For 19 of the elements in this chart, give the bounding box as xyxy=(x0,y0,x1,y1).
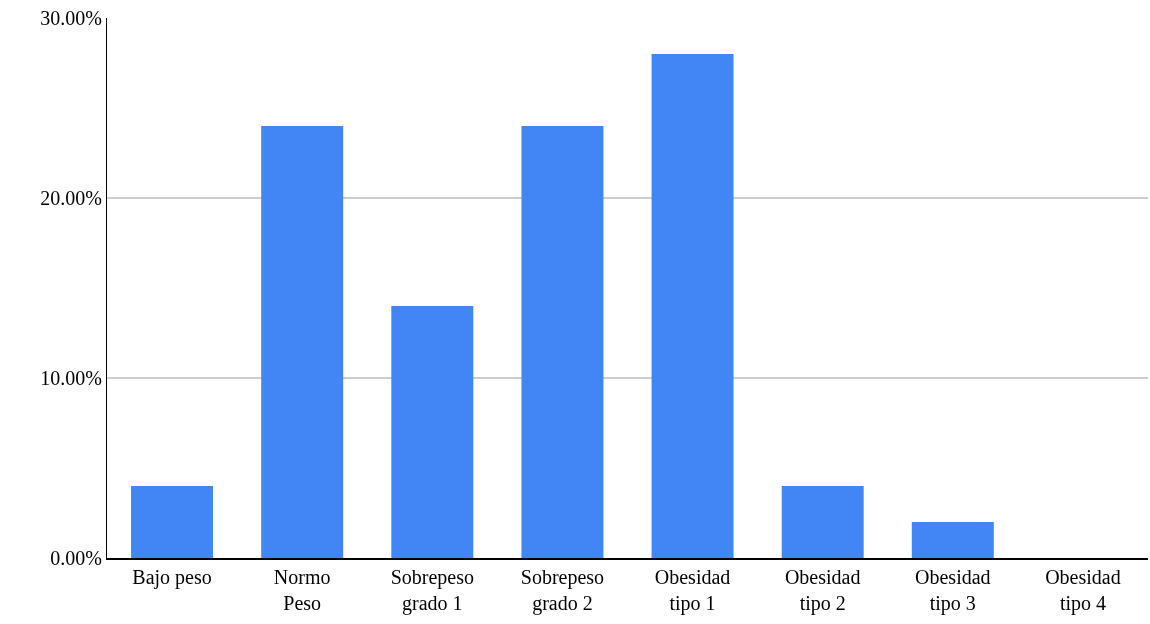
bar xyxy=(651,54,734,558)
x-tick-label: Sobrepeso grado 2 xyxy=(520,566,605,615)
bar xyxy=(911,522,994,558)
x-tick-label: Obesidad tipo 2 xyxy=(784,566,861,615)
x-tick-label: Sobrepeso grado 1 xyxy=(390,566,474,615)
x-tick-label: Normo Peso xyxy=(273,566,331,614)
bar xyxy=(521,126,604,558)
y-tick-label: 0.00% xyxy=(50,547,102,569)
bar xyxy=(781,486,864,558)
bar xyxy=(391,306,474,558)
x-tick-label: Obesidad tipo 4 xyxy=(1045,566,1121,615)
x-tick-label: Obesidad tipo 3 xyxy=(915,566,991,615)
y-tick-label: 20.00% xyxy=(40,187,102,209)
y-tick-label: 10.00% xyxy=(40,367,102,389)
x-tick-label: Obesidad tipo 1 xyxy=(654,566,731,615)
bar xyxy=(261,126,344,558)
bar xyxy=(131,486,214,558)
y-tick-label: 30.00% xyxy=(40,7,102,29)
x-tick-label: Bajo peso xyxy=(132,566,212,589)
